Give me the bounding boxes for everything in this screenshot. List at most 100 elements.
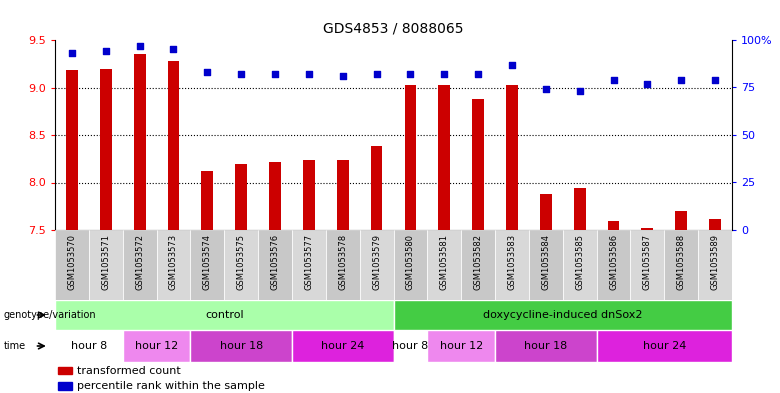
Bar xyxy=(269,162,281,230)
Text: GSM1053581: GSM1053581 xyxy=(440,233,448,290)
Bar xyxy=(292,230,326,300)
Bar xyxy=(529,230,562,300)
Bar xyxy=(461,230,495,300)
Bar xyxy=(630,230,665,300)
Text: time: time xyxy=(4,341,26,351)
Point xyxy=(269,71,282,77)
Bar xyxy=(55,300,393,330)
Text: GSM1053580: GSM1053580 xyxy=(406,233,415,290)
Bar xyxy=(597,230,630,300)
Bar xyxy=(190,330,292,362)
Point xyxy=(404,71,417,77)
Bar xyxy=(495,330,597,362)
Point xyxy=(438,71,451,77)
Bar xyxy=(168,61,179,230)
Bar xyxy=(157,230,190,300)
Bar xyxy=(337,160,349,230)
Bar xyxy=(133,54,146,230)
Bar xyxy=(225,230,258,300)
Bar xyxy=(393,300,732,330)
Bar xyxy=(608,220,619,230)
Bar xyxy=(236,164,247,230)
Bar xyxy=(58,382,72,390)
Bar xyxy=(292,330,393,362)
Bar xyxy=(495,230,529,300)
Point xyxy=(303,71,315,77)
Bar xyxy=(438,84,450,230)
Point xyxy=(133,42,146,49)
Point xyxy=(675,77,687,83)
Bar xyxy=(89,230,122,300)
Text: GSM1053576: GSM1053576 xyxy=(271,233,279,290)
Text: hour 12: hour 12 xyxy=(440,341,483,351)
Text: GSM1053575: GSM1053575 xyxy=(236,233,246,290)
Bar xyxy=(58,367,72,375)
Text: GSM1053584: GSM1053584 xyxy=(541,233,551,290)
Bar xyxy=(122,330,190,362)
Bar xyxy=(709,219,721,230)
Bar xyxy=(472,99,484,230)
Bar xyxy=(100,68,112,230)
Bar xyxy=(360,230,393,300)
Point xyxy=(709,77,722,83)
Bar xyxy=(393,230,427,300)
Text: hour 8: hour 8 xyxy=(392,341,428,351)
Bar xyxy=(698,230,732,300)
Bar xyxy=(55,330,122,362)
Bar xyxy=(122,230,157,300)
Text: GSM1053571: GSM1053571 xyxy=(101,233,110,290)
Point xyxy=(167,46,179,53)
Text: control: control xyxy=(205,310,243,320)
Text: GSM1053588: GSM1053588 xyxy=(677,233,686,290)
Bar xyxy=(540,194,551,230)
Point xyxy=(336,73,349,79)
Text: GSM1053570: GSM1053570 xyxy=(67,233,76,290)
Text: GSM1053572: GSM1053572 xyxy=(135,233,144,290)
Point xyxy=(472,71,484,77)
Point xyxy=(608,77,620,83)
Bar xyxy=(665,230,698,300)
Text: GSM1053573: GSM1053573 xyxy=(169,233,178,290)
Text: GSM1053587: GSM1053587 xyxy=(643,233,652,290)
Bar xyxy=(405,84,417,230)
Point xyxy=(573,88,586,94)
Text: GDS4853 / 8088065: GDS4853 / 8088065 xyxy=(323,21,464,35)
Point xyxy=(641,81,654,87)
Bar xyxy=(66,70,78,230)
Bar xyxy=(190,230,225,300)
Point xyxy=(370,71,383,77)
Bar xyxy=(675,211,687,230)
Text: doxycycline-induced dnSox2: doxycycline-induced dnSox2 xyxy=(483,310,643,320)
Bar xyxy=(258,230,292,300)
Bar xyxy=(641,228,654,230)
Point xyxy=(235,71,247,77)
Point xyxy=(201,69,214,75)
Point xyxy=(540,86,552,92)
Text: GSM1053583: GSM1053583 xyxy=(508,233,516,290)
Point xyxy=(505,62,518,68)
Point xyxy=(66,50,78,57)
Bar xyxy=(562,230,597,300)
Text: hour 18: hour 18 xyxy=(524,341,568,351)
Bar xyxy=(393,330,427,362)
Bar xyxy=(574,188,586,230)
Bar xyxy=(326,230,360,300)
Text: hour 24: hour 24 xyxy=(321,341,364,351)
Bar xyxy=(55,230,89,300)
Text: percentile rank within the sample: percentile rank within the sample xyxy=(77,381,265,391)
Text: GSM1053579: GSM1053579 xyxy=(372,233,381,290)
Text: genotype/variation: genotype/variation xyxy=(4,310,97,320)
Bar xyxy=(427,230,461,300)
Text: GSM1053586: GSM1053586 xyxy=(609,233,618,290)
Text: GSM1053574: GSM1053574 xyxy=(203,233,212,290)
Text: GSM1053589: GSM1053589 xyxy=(711,233,720,290)
Text: hour 24: hour 24 xyxy=(643,341,686,351)
Bar xyxy=(427,330,495,362)
Text: hour 12: hour 12 xyxy=(135,341,178,351)
Text: GSM1053585: GSM1053585 xyxy=(575,233,584,290)
Bar xyxy=(597,330,732,362)
Text: transformed count: transformed count xyxy=(77,365,181,376)
Bar xyxy=(201,171,213,230)
Point xyxy=(100,48,112,55)
Bar xyxy=(506,84,518,230)
